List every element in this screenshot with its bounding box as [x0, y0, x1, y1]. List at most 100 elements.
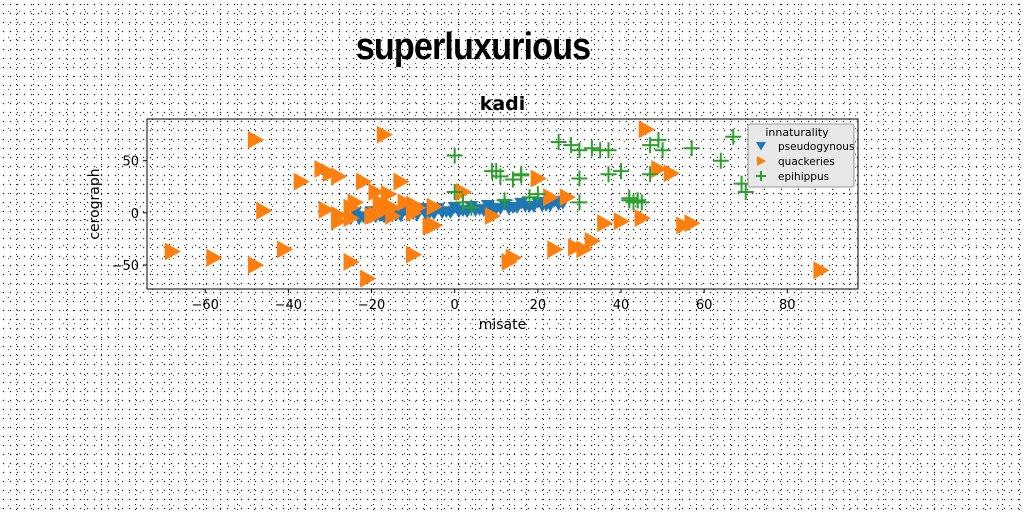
quackeries-point [597, 214, 614, 233]
page-title: superluxurious [355, 26, 591, 68]
pseudogynous-point [480, 199, 495, 212]
quackeries-point [356, 172, 373, 191]
quackeries-point [314, 160, 331, 179]
epihippus-point [600, 166, 617, 183]
legend-title: innaturality [765, 126, 829, 139]
pseudogynous-point [522, 201, 537, 213]
legend-item-epihippus: epihippus [756, 171, 829, 183]
series-quackeries [164, 120, 830, 288]
epihippus-point [571, 142, 588, 159]
x-tick-label: 80 [779, 298, 796, 313]
quackeries-point [293, 172, 310, 191]
quackeries-point [405, 195, 423, 214]
quackeries-point [543, 188, 560, 207]
quackeries-point [360, 269, 377, 288]
epihippus-point [550, 133, 567, 150]
quackeries-point [584, 232, 601, 251]
quackeries-point [393, 172, 410, 191]
epihippus-point [683, 140, 700, 157]
quackeries-point [331, 205, 348, 224]
epihippus-point [654, 142, 671, 159]
x-tick-label: 20 [530, 298, 547, 313]
quackeries-point [277, 240, 294, 259]
epihippus-point [629, 192, 646, 209]
epihippus-point [613, 163, 629, 180]
quackeries-point [376, 125, 393, 144]
quackeries-point [663, 164, 680, 183]
epihippus-point [521, 189, 538, 206]
legend-label: epihippus [778, 171, 829, 183]
epihippus-point [563, 137, 580, 154]
quackeries-point [484, 206, 502, 225]
pseudogynous-legend-marker [756, 142, 766, 151]
quackeries-point [318, 200, 335, 219]
quackeries-point [676, 216, 693, 235]
epihippus-point [600, 142, 617, 159]
quackeries-point [368, 183, 385, 202]
epihippus-point [642, 137, 659, 154]
epihippus-point [642, 166, 659, 183]
quackeries-point [247, 130, 265, 149]
epihippus-point [733, 175, 750, 192]
quackeries-point [426, 197, 443, 216]
x-tick-label: −60 [191, 298, 218, 313]
legend-item-quackeries: quackeries [757, 156, 835, 168]
quackeries-point [164, 242, 181, 261]
epihippus-point [463, 199, 480, 216]
y-tick-label: 0 [131, 207, 139, 222]
y-axis-label: cerograph [87, 168, 103, 239]
x-tick-label: −20 [358, 298, 385, 313]
y-tick-label: 50 [122, 155, 139, 170]
quackeries-point [813, 261, 830, 280]
epihippus-point [446, 184, 463, 201]
pseudogynous-point [539, 199, 554, 212]
epihippus-legend-marker [756, 171, 766, 181]
pseudogynous-point [514, 197, 529, 210]
epihippus-point [571, 170, 588, 187]
epihippus-point [571, 194, 588, 211]
quackeries-point [380, 185, 398, 204]
quackeries-point [322, 164, 339, 183]
quackeries-point [343, 198, 360, 217]
y-tick-label: −50 [112, 259, 139, 274]
quackeries-point [426, 216, 443, 235]
quackeries-point [568, 238, 585, 257]
plot-area-frame [146, 118, 859, 290]
epihippus-point [496, 192, 513, 209]
epihippus-point [650, 131, 667, 148]
quackeries-point [331, 167, 348, 186]
legend-label: pseudogynous [778, 141, 854, 153]
epihippus-point [712, 152, 729, 169]
x-tick-label: −40 [275, 298, 302, 313]
x-tick-label: 60 [696, 298, 713, 313]
quackeries-point [530, 169, 547, 188]
pseudogynous-point [505, 202, 520, 214]
quackeries-point [372, 193, 389, 212]
epihippus-point [446, 147, 463, 164]
pseudogynous-point [447, 202, 462, 214]
chart-title: kadi [480, 93, 526, 115]
legend: innaturality pseudogynous quackeries epihi… [747, 123, 855, 188]
x-axis-label: misate [479, 317, 527, 333]
epihippus-point [725, 128, 742, 145]
pseudogynous-point [439, 206, 454, 219]
x-tick-label: 40 [613, 298, 630, 313]
x-tick-label: 0 [451, 298, 459, 313]
epihippus-point [633, 194, 650, 211]
legend-box [747, 123, 855, 188]
quackeries-point [684, 214, 701, 233]
epihippus-point [513, 166, 530, 183]
quackeries-point [206, 248, 223, 267]
epihippus-point [529, 186, 546, 203]
epihippus-point [492, 168, 509, 185]
quackeries-point [576, 240, 593, 259]
quackeries-point [343, 252, 360, 271]
epihippus-point [455, 194, 471, 211]
pseudogynous-point [530, 196, 545, 209]
epihippus-point [737, 184, 754, 201]
epihippus-point [504, 171, 521, 188]
quackeries-legend-marker [757, 156, 766, 166]
legend-item-pseudogynous: pseudogynous [756, 141, 854, 153]
epihippus-point [583, 140, 600, 157]
